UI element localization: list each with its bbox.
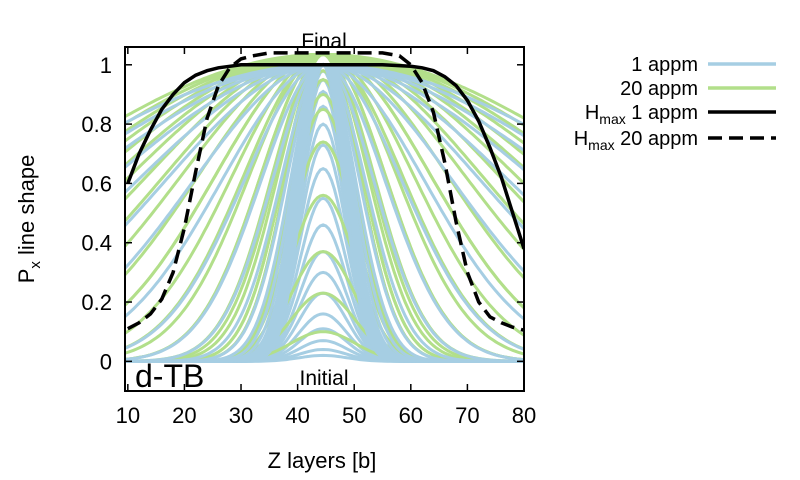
x-tick-label: 30 — [229, 403, 253, 428]
axes: 10 20 30 40 50 60 70 80 0 0.2 0.4 0.6 0.8 1 — [81, 47, 536, 428]
x-tick-label: 10 — [116, 403, 140, 428]
curve-1-6 — [125, 270, 524, 363]
x-tick-label: 60 — [399, 403, 423, 428]
x-axis-title: Z layers [b] — [268, 448, 377, 473]
y-axis-title: Px line shape — [14, 155, 44, 284]
plot-area — [125, 52, 524, 363]
x-tick-label: 50 — [342, 403, 366, 428]
y-tick-label: 0.4 — [81, 231, 112, 256]
legend-label-1: 1 appm — [631, 54, 698, 76]
y-tick-label: 1 — [100, 53, 112, 78]
plot-frame — [124, 46, 525, 392]
x-tick-label: 20 — [172, 403, 196, 428]
y-tick-label: 0.6 — [81, 171, 112, 196]
curve-1-5 — [125, 291, 524, 363]
x-tick-label: 80 — [512, 403, 536, 428]
y-tick-label: 0 — [100, 349, 112, 374]
hmax-line-2 — [126, 51, 524, 332]
hmax-line-1 — [126, 63, 524, 250]
x-tick-label: 70 — [455, 403, 479, 428]
y-tick-label: 0.8 — [81, 112, 112, 137]
legend-label-2: 20 appm — [620, 78, 698, 100]
annotation-initial: Initial — [299, 367, 348, 390]
x-tick-label: 40 — [285, 403, 309, 428]
hmax-lines — [126, 51, 524, 332]
panel-label: d-TB — [135, 358, 204, 394]
legend-label-3: Hmax 1 appm — [585, 102, 698, 127]
curve-2-1 — [125, 291, 524, 363]
legend-label-4: Hmax 20 appm — [574, 128, 698, 153]
annotation-final: Final — [301, 30, 347, 53]
y-tick-label: 0.2 — [81, 290, 112, 315]
